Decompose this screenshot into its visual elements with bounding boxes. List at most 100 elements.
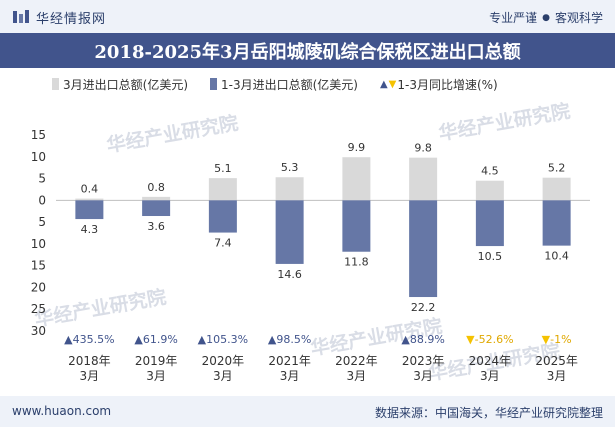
data-label-march: 5.3 — [281, 161, 299, 174]
data-label-march: 5.2 — [548, 162, 566, 175]
y-tick-label: 20 — [31, 280, 46, 294]
watermark-text: 华经产业研究院 — [105, 111, 240, 157]
up-triangle-icon: ▲ — [401, 333, 410, 346]
data-label-march: 0.8 — [147, 181, 165, 194]
bar-cumulative — [75, 200, 104, 220]
legend-label-growth: 1-3月同比增速(%) — [397, 77, 498, 92]
x-tick-label: 3月 — [413, 369, 433, 383]
data-label-march: 9.9 — [348, 141, 366, 154]
growth-rate-value: -1% — [550, 333, 571, 346]
growth-rate-label: ▼-1% — [542, 333, 572, 346]
watermark-text: 华经产业研究院 — [437, 99, 572, 145]
bar-march — [409, 157, 438, 201]
brand-name: 华经情报网 — [36, 11, 107, 27]
slogan-separator: ● — [542, 12, 550, 23]
data-label-cumulative: 10.5 — [478, 250, 503, 263]
x-tick-label: 2023年 — [402, 354, 445, 368]
x-tick-label: 3月 — [80, 369, 100, 383]
bar-cumulative — [208, 200, 237, 233]
x-tick-label: 3月 — [280, 369, 300, 383]
watermark-text: 华经产业研究院 — [33, 285, 168, 331]
legend-item-cumulative: 1-3月进出口总额(亿美元) — [210, 76, 358, 93]
growth-rate-label: ▲435.5% — [64, 333, 114, 346]
x-tick-label: 3月 — [213, 369, 233, 383]
slogan-left: 专业严谨 — [489, 11, 538, 25]
bar-march — [75, 198, 104, 201]
y-tick-label: 25 — [31, 302, 46, 316]
data-label-march: 0.4 — [81, 183, 99, 196]
data-label-cumulative: 7.4 — [214, 237, 232, 250]
y-tick-label: 10 — [31, 237, 46, 251]
bar-march — [275, 177, 304, 201]
huajing-logo-icon — [13, 10, 29, 23]
growth-rate-value: 61.9% — [143, 333, 178, 346]
growth-rate-label: ▲61.9% — [134, 333, 177, 346]
data-label-cumulative: 3.6 — [147, 220, 165, 233]
x-tick-label: 2025年 — [535, 354, 578, 368]
bar-cumulative — [342, 200, 371, 252]
growth-rate-value: 105.3% — [206, 333, 248, 346]
bar-cumulative — [142, 200, 171, 217]
slogan: 专业严谨 ● 客观科学 — [489, 9, 603, 26]
growth-rate-value: 98.5% — [276, 333, 311, 346]
legend-label-cumulative: 1-3月进出口总额(亿美元) — [221, 77, 358, 92]
y-tick-label: 15 — [31, 128, 46, 142]
bar-cumulative — [275, 200, 304, 264]
y-tick-label: 0 — [38, 193, 46, 207]
chart-legend: 3月进出口总额(亿美元) 1-3月进出口总额(亿美元) ▲ ▼ 1-3月同比增速… — [52, 74, 520, 94]
bar-march — [142, 196, 171, 201]
x-tick-label: 2024年 — [469, 354, 512, 368]
y-tick-label: 10 — [31, 150, 46, 164]
x-tick-label: 2018年 — [68, 354, 111, 368]
data-label-cumulative: 10.4 — [544, 250, 569, 263]
bar-cumulative — [542, 200, 571, 246]
bar-cumulative — [475, 200, 504, 247]
growth-rate-value: -52.6% — [475, 333, 514, 346]
x-tick-label: 3月 — [480, 369, 500, 383]
down-triangle-icon: ▼ — [542, 333, 551, 346]
growth-rate-label: ▲88.9% — [401, 333, 444, 346]
data-label-march: 4.5 — [481, 165, 499, 178]
data-label-march: 9.8 — [414, 142, 432, 155]
chart-title: 2018-2025年3月岳阳城陵矶综合保税区进出口总额 — [94, 41, 521, 63]
footer-site: www.huaon.com — [12, 404, 112, 418]
slogan-right: 客观科学 — [554, 11, 603, 25]
legend-swatch-march — [52, 78, 59, 90]
data-label-cumulative: 4.3 — [81, 223, 99, 236]
legend-down-triangle-icon: ▼ — [388, 78, 397, 90]
legend-up-triangle-icon: ▲ — [379, 78, 388, 90]
x-tick-label: 2020年 — [202, 354, 245, 368]
x-tick-label: 2019年 — [135, 354, 178, 368]
y-tick-label: 15 — [31, 259, 46, 273]
bar-cumulative — [409, 200, 438, 298]
x-tick-label: 3月 — [146, 369, 166, 383]
up-triangle-icon: ▲ — [268, 333, 277, 346]
up-triangle-icon: ▲ — [198, 333, 207, 346]
x-tick-label: 2021年 — [268, 354, 311, 368]
legend-swatch-cumulative — [210, 78, 217, 90]
footer-source: 数据来源：中国海关，华经产业研究院整理 — [374, 406, 603, 420]
bar-march — [342, 157, 371, 201]
top-bar: 华经情报网 专业严谨 ● 客观科学 — [0, 0, 615, 33]
data-label-cumulative: 14.6 — [277, 268, 302, 281]
down-triangle-icon: ▼ — [466, 333, 475, 346]
growth-rate-value: 88.9% — [410, 333, 445, 346]
chart-title-bar: 2018-2025年3月岳阳城陵矶综合保税区进出口总额 — [0, 33, 615, 68]
x-tick-label: 3月 — [347, 369, 367, 383]
data-label-march: 5.1 — [214, 162, 232, 175]
legend-item-growth: ▲ ▼ 1-3月同比增速(%) — [380, 76, 498, 93]
y-tick-label: 30 — [31, 324, 46, 338]
x-tick-label: 3月 — [547, 369, 567, 383]
bar-march — [475, 180, 504, 201]
growth-rate-label: ▲105.3% — [198, 333, 248, 346]
bar-march — [208, 178, 237, 201]
growth-rate-label: ▼-52.6% — [466, 333, 513, 346]
brand: 华经情报网 — [12, 8, 107, 27]
growth-rate-value: 435.5% — [73, 333, 115, 346]
up-triangle-icon: ▲ — [64, 333, 73, 346]
footer-bar: www.huaon.com 数据来源：中国海关，华经产业研究院整理 — [0, 396, 615, 427]
y-tick-label: 5 — [38, 172, 46, 186]
bar-march — [542, 177, 571, 201]
up-triangle-icon: ▲ — [134, 333, 143, 346]
